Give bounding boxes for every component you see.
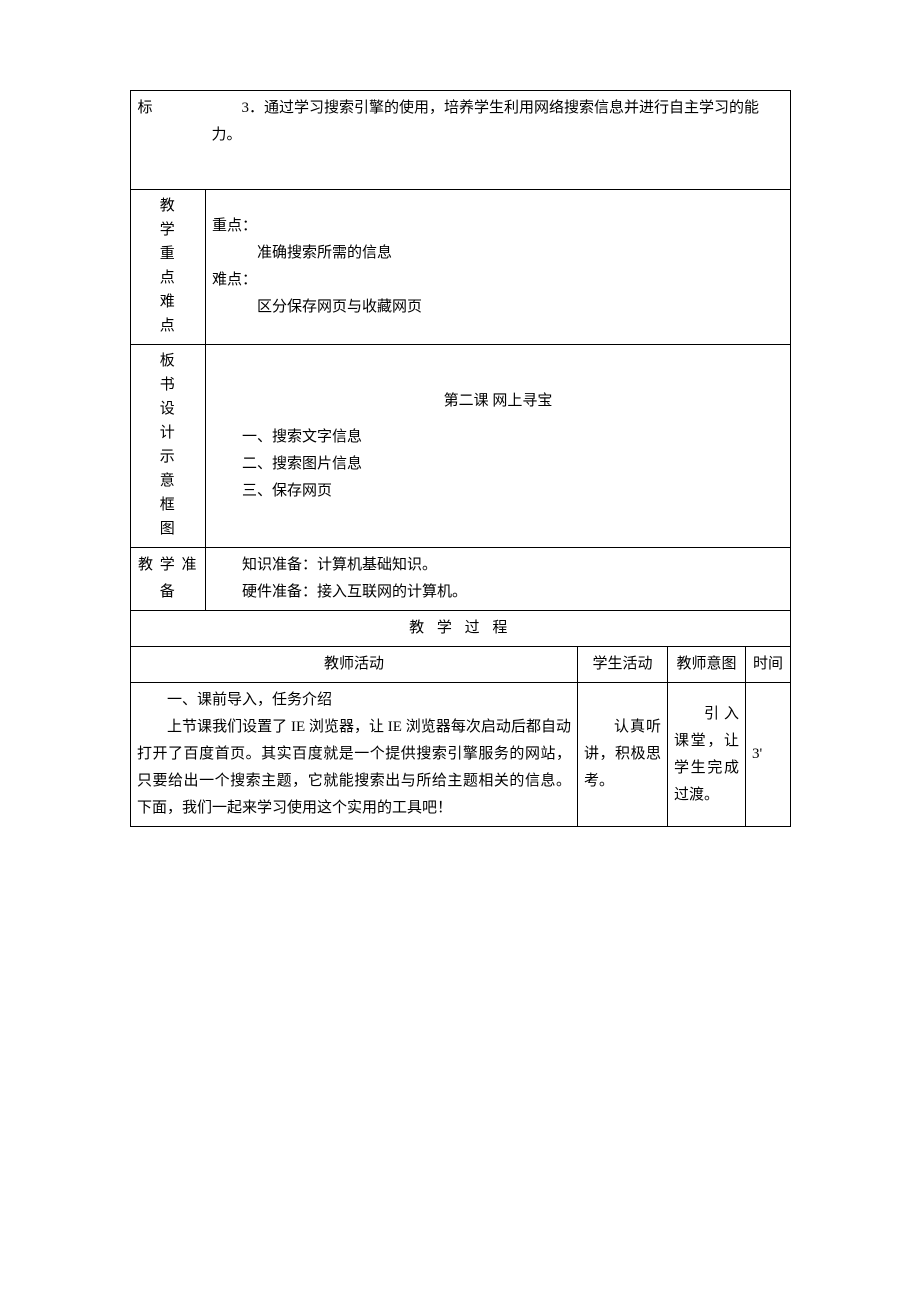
row-board-design: 板书设计示意框图 第二课 网上寻宝 一、搜索文字信息 二、搜索图片信息 三、保存… (131, 345, 791, 548)
row-objective: 标 3．通过学习搜索引擎的使用，培养学生利用网络搜索信息并进行自主学习的能力。 (131, 91, 791, 190)
row-process-columns: 教师活动 学生活动 教师意图 时间 (131, 647, 791, 683)
lesson-plan-table: 标 3．通过学习搜索引擎的使用，培养学生利用网络搜索信息并进行自主学习的能力。 … (130, 90, 791, 827)
objective-label: 标 (131, 91, 161, 190)
process-header: 教 学 过 程 (131, 611, 791, 647)
time-1: 3' (746, 683, 791, 827)
prep-label: 教 学 准 备 (131, 548, 206, 611)
board-content: 第二课 网上寻宝 一、搜索文字信息 二、搜索图片信息 三、保存网页 (206, 345, 791, 548)
col-intent: 教师意图 (668, 647, 746, 683)
objective-content: 3．通过学习搜索引擎的使用，培养学生利用网络搜索信息并进行自主学习的能力。 (206, 91, 791, 190)
row-prep: 教 学 准 备 知识准备：计算机基础知识。 硬件准备：接入互联网的计算机。 (131, 548, 791, 611)
col-student: 学生活动 (578, 647, 668, 683)
teacher-intent-1: 引入课堂，让学生完成过渡。 (668, 683, 746, 827)
row-process-header: 教 学 过 程 (131, 611, 791, 647)
col-teacher: 教师活动 (131, 647, 578, 683)
row-keypoints: 教学重点难点 重点： 准确搜索所需的信息 难点： 区分保存网页与收藏网页 (131, 190, 791, 345)
row-process-1: 一、课前导入，任务介绍 上节课我们设置了 IE 浏览器，让 IE 浏览器每次启动… (131, 683, 791, 827)
prep-content: 知识准备：计算机基础知识。 硬件准备：接入互联网的计算机。 (206, 548, 791, 611)
teacher-activity-1: 一、课前导入，任务介绍 上节课我们设置了 IE 浏览器，让 IE 浏览器每次启动… (131, 683, 578, 827)
keypoints-label: 教学重点难点 (131, 190, 206, 345)
board-label: 板书设计示意框图 (131, 345, 206, 548)
keypoints-content: 重点： 准确搜索所需的信息 难点： 区分保存网页与收藏网页 (206, 190, 791, 345)
col-time: 时间 (746, 647, 791, 683)
student-activity-1: 认真听讲，积极思考。 (578, 683, 668, 827)
